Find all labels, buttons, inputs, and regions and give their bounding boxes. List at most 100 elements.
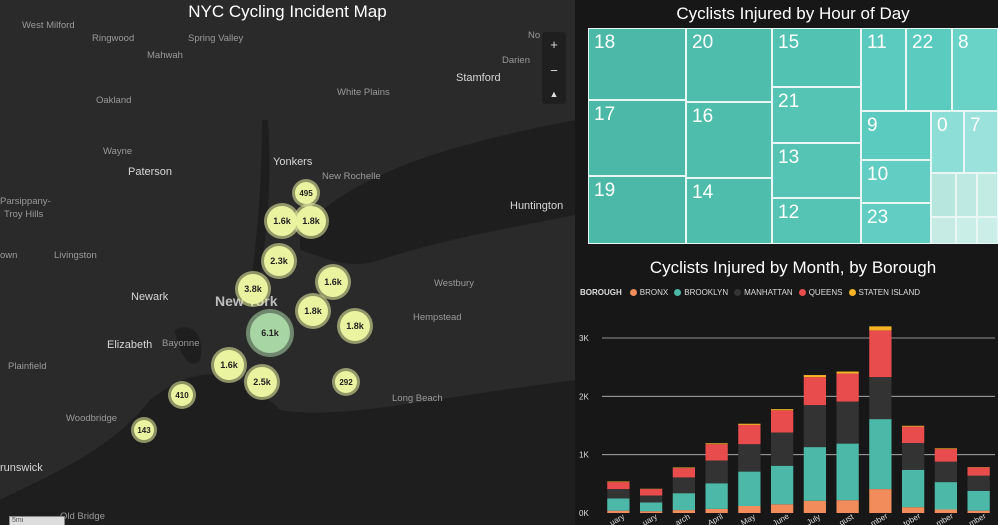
treemap-cell-hour-14[interactable]: 14	[686, 178, 772, 244]
bar-segment[interactable]	[869, 326, 892, 331]
bar-segment[interactable]	[705, 460, 728, 484]
bar-segment[interactable]	[901, 507, 925, 513]
bar-segment[interactable]	[901, 425, 925, 427]
bar-segment[interactable]	[770, 432, 794, 466]
bar-segment[interactable]	[672, 467, 696, 469]
bar-segment[interactable]	[836, 401, 859, 444]
compass-icon[interactable]: ▲	[549, 88, 559, 99]
bar-segment[interactable]	[607, 510, 630, 513]
bar-segment[interactable]	[738, 424, 761, 445]
bar-segment[interactable]	[803, 405, 827, 448]
treemap-cell-hour-23[interactable]: 23	[861, 203, 931, 244]
bar-segment[interactable]	[639, 495, 663, 503]
incident-cluster[interactable]: 143	[134, 420, 154, 440]
bar-segment[interactable]	[869, 330, 892, 378]
legend-item[interactable]: BRONX	[629, 288, 668, 297]
map-panel[interactable]: NYC Cycling Incident Map West Milford Rin…	[0, 0, 575, 525]
incident-cluster[interactable]: 1.6k	[318, 267, 348, 297]
treemap-cell-hour-20[interactable]: 20	[686, 28, 772, 102]
treemap-cell-hour-16[interactable]: 16	[686, 102, 772, 178]
incident-cluster[interactable]: 1.8k	[296, 206, 326, 236]
bar-segment[interactable]	[705, 483, 728, 509]
bar-segment[interactable]	[836, 371, 859, 374]
bar-segment[interactable]	[770, 409, 794, 411]
treemap-cell-hour-0[interactable]: 0	[931, 111, 964, 173]
legend-item[interactable]: BROOKLYN	[674, 288, 728, 297]
bar-segment[interactable]	[967, 467, 990, 476]
incident-cluster[interactable]: 1.8k	[340, 311, 370, 341]
treemap-cell-hour-18[interactable]: 18	[588, 28, 686, 100]
treemap-cell-hour-19[interactable]: 19	[588, 176, 686, 244]
treemap-cell-hour[interactable]	[931, 173, 956, 217]
treemap-cell-hour-21[interactable]: 21	[772, 87, 861, 143]
bar-segment[interactable]	[836, 500, 859, 513]
bar-segment[interactable]	[738, 423, 761, 425]
incident-cluster[interactable]: 1.8k	[298, 296, 328, 326]
legend-item[interactable]: STATEN ISLAND	[848, 288, 920, 297]
bar-segment[interactable]	[934, 482, 958, 510]
bar-segment[interactable]	[607, 482, 630, 490]
bar-segment[interactable]	[770, 465, 794, 505]
bar-segment[interactable]	[901, 469, 925, 508]
bar-segment[interactable]	[803, 377, 827, 406]
bar-segment[interactable]	[639, 489, 663, 496]
bar-segment[interactable]	[934, 461, 958, 483]
map-canvas[interactable]	[0, 0, 575, 525]
incident-cluster[interactable]: 2.3k	[264, 246, 294, 276]
incident-cluster[interactable]: 410	[171, 384, 193, 406]
treemap-cell-hour-8[interactable]: 8	[952, 28, 998, 111]
bar-segment[interactable]	[934, 448, 958, 449]
bar-segment[interactable]	[639, 511, 663, 513]
incident-cluster[interactable]: 1.6k	[214, 350, 244, 380]
incident-cluster[interactable]: 3.8k	[238, 274, 268, 304]
legend-item[interactable]: QUEENS	[798, 288, 843, 297]
bar-segment[interactable]	[967, 475, 990, 491]
bar-segment[interactable]	[705, 443, 728, 445]
bar-segment[interactable]	[836, 373, 859, 402]
bar-segment[interactable]	[705, 508, 728, 513]
bar-segment[interactable]	[803, 375, 827, 378]
bar-segment[interactable]	[672, 468, 696, 478]
zoom-in-button[interactable]: +	[550, 37, 558, 53]
bar-segment[interactable]	[672, 510, 696, 513]
bar-segment[interactable]	[803, 447, 827, 501]
incident-cluster[interactable]: 1.6k	[267, 206, 297, 236]
treemap-cell-hour[interactable]	[956, 173, 977, 217]
legend-item[interactable]: MANHATTAN	[734, 288, 793, 297]
treemap-cell-hour-15[interactable]: 15	[772, 28, 861, 87]
treemap-cell-hour-12[interactable]: 12	[772, 198, 861, 244]
treemap-cell-hour-13[interactable]: 13	[772, 143, 861, 198]
bar-segment[interactable]	[869, 377, 892, 420]
treemap-cell-hour-17[interactable]: 17	[588, 100, 686, 176]
bar-segment[interactable]	[967, 490, 990, 511]
bar-segment[interactable]	[836, 443, 859, 501]
bar-segment[interactable]	[934, 448, 958, 462]
treemap-cell-hour[interactable]	[977, 217, 998, 244]
treemap-cell-hour-10[interactable]: 10	[861, 160, 931, 203]
bar-segment[interactable]	[607, 498, 630, 511]
bar-segment[interactable]	[803, 500, 827, 513]
bar-segment[interactable]	[967, 510, 990, 513]
bar-segment[interactable]	[738, 506, 761, 513]
incident-cluster[interactable]: 6.1k	[250, 313, 290, 353]
bar-segment[interactable]	[934, 509, 958, 514]
bar-segment[interactable]	[672, 477, 696, 494]
treemap-cell-hour[interactable]	[931, 217, 956, 244]
treemap-cell-hour-9[interactable]: 9	[861, 111, 931, 160]
bar-segment[interactable]	[901, 443, 925, 470]
bar-segment[interactable]	[738, 444, 761, 472]
bar-segment[interactable]	[901, 426, 925, 443]
bar-segment[interactable]	[869, 489, 892, 513]
treemap-cell-hour-22[interactable]: 22	[906, 28, 952, 111]
bar-segment[interactable]	[639, 502, 663, 512]
bar-segment[interactable]	[705, 444, 728, 461]
incident-cluster[interactable]: 292	[335, 371, 357, 393]
bar-segment[interactable]	[869, 419, 892, 490]
treemap-cell-hour-7[interactable]: 7	[964, 111, 998, 173]
bar-segment[interactable]	[770, 504, 794, 513]
bar-segment[interactable]	[672, 493, 696, 511]
bar-segment[interactable]	[738, 471, 761, 506]
treemap-cell-hour[interactable]	[956, 217, 977, 244]
incident-cluster[interactable]: 495	[295, 182, 317, 204]
bar-segment[interactable]	[607, 481, 630, 483]
